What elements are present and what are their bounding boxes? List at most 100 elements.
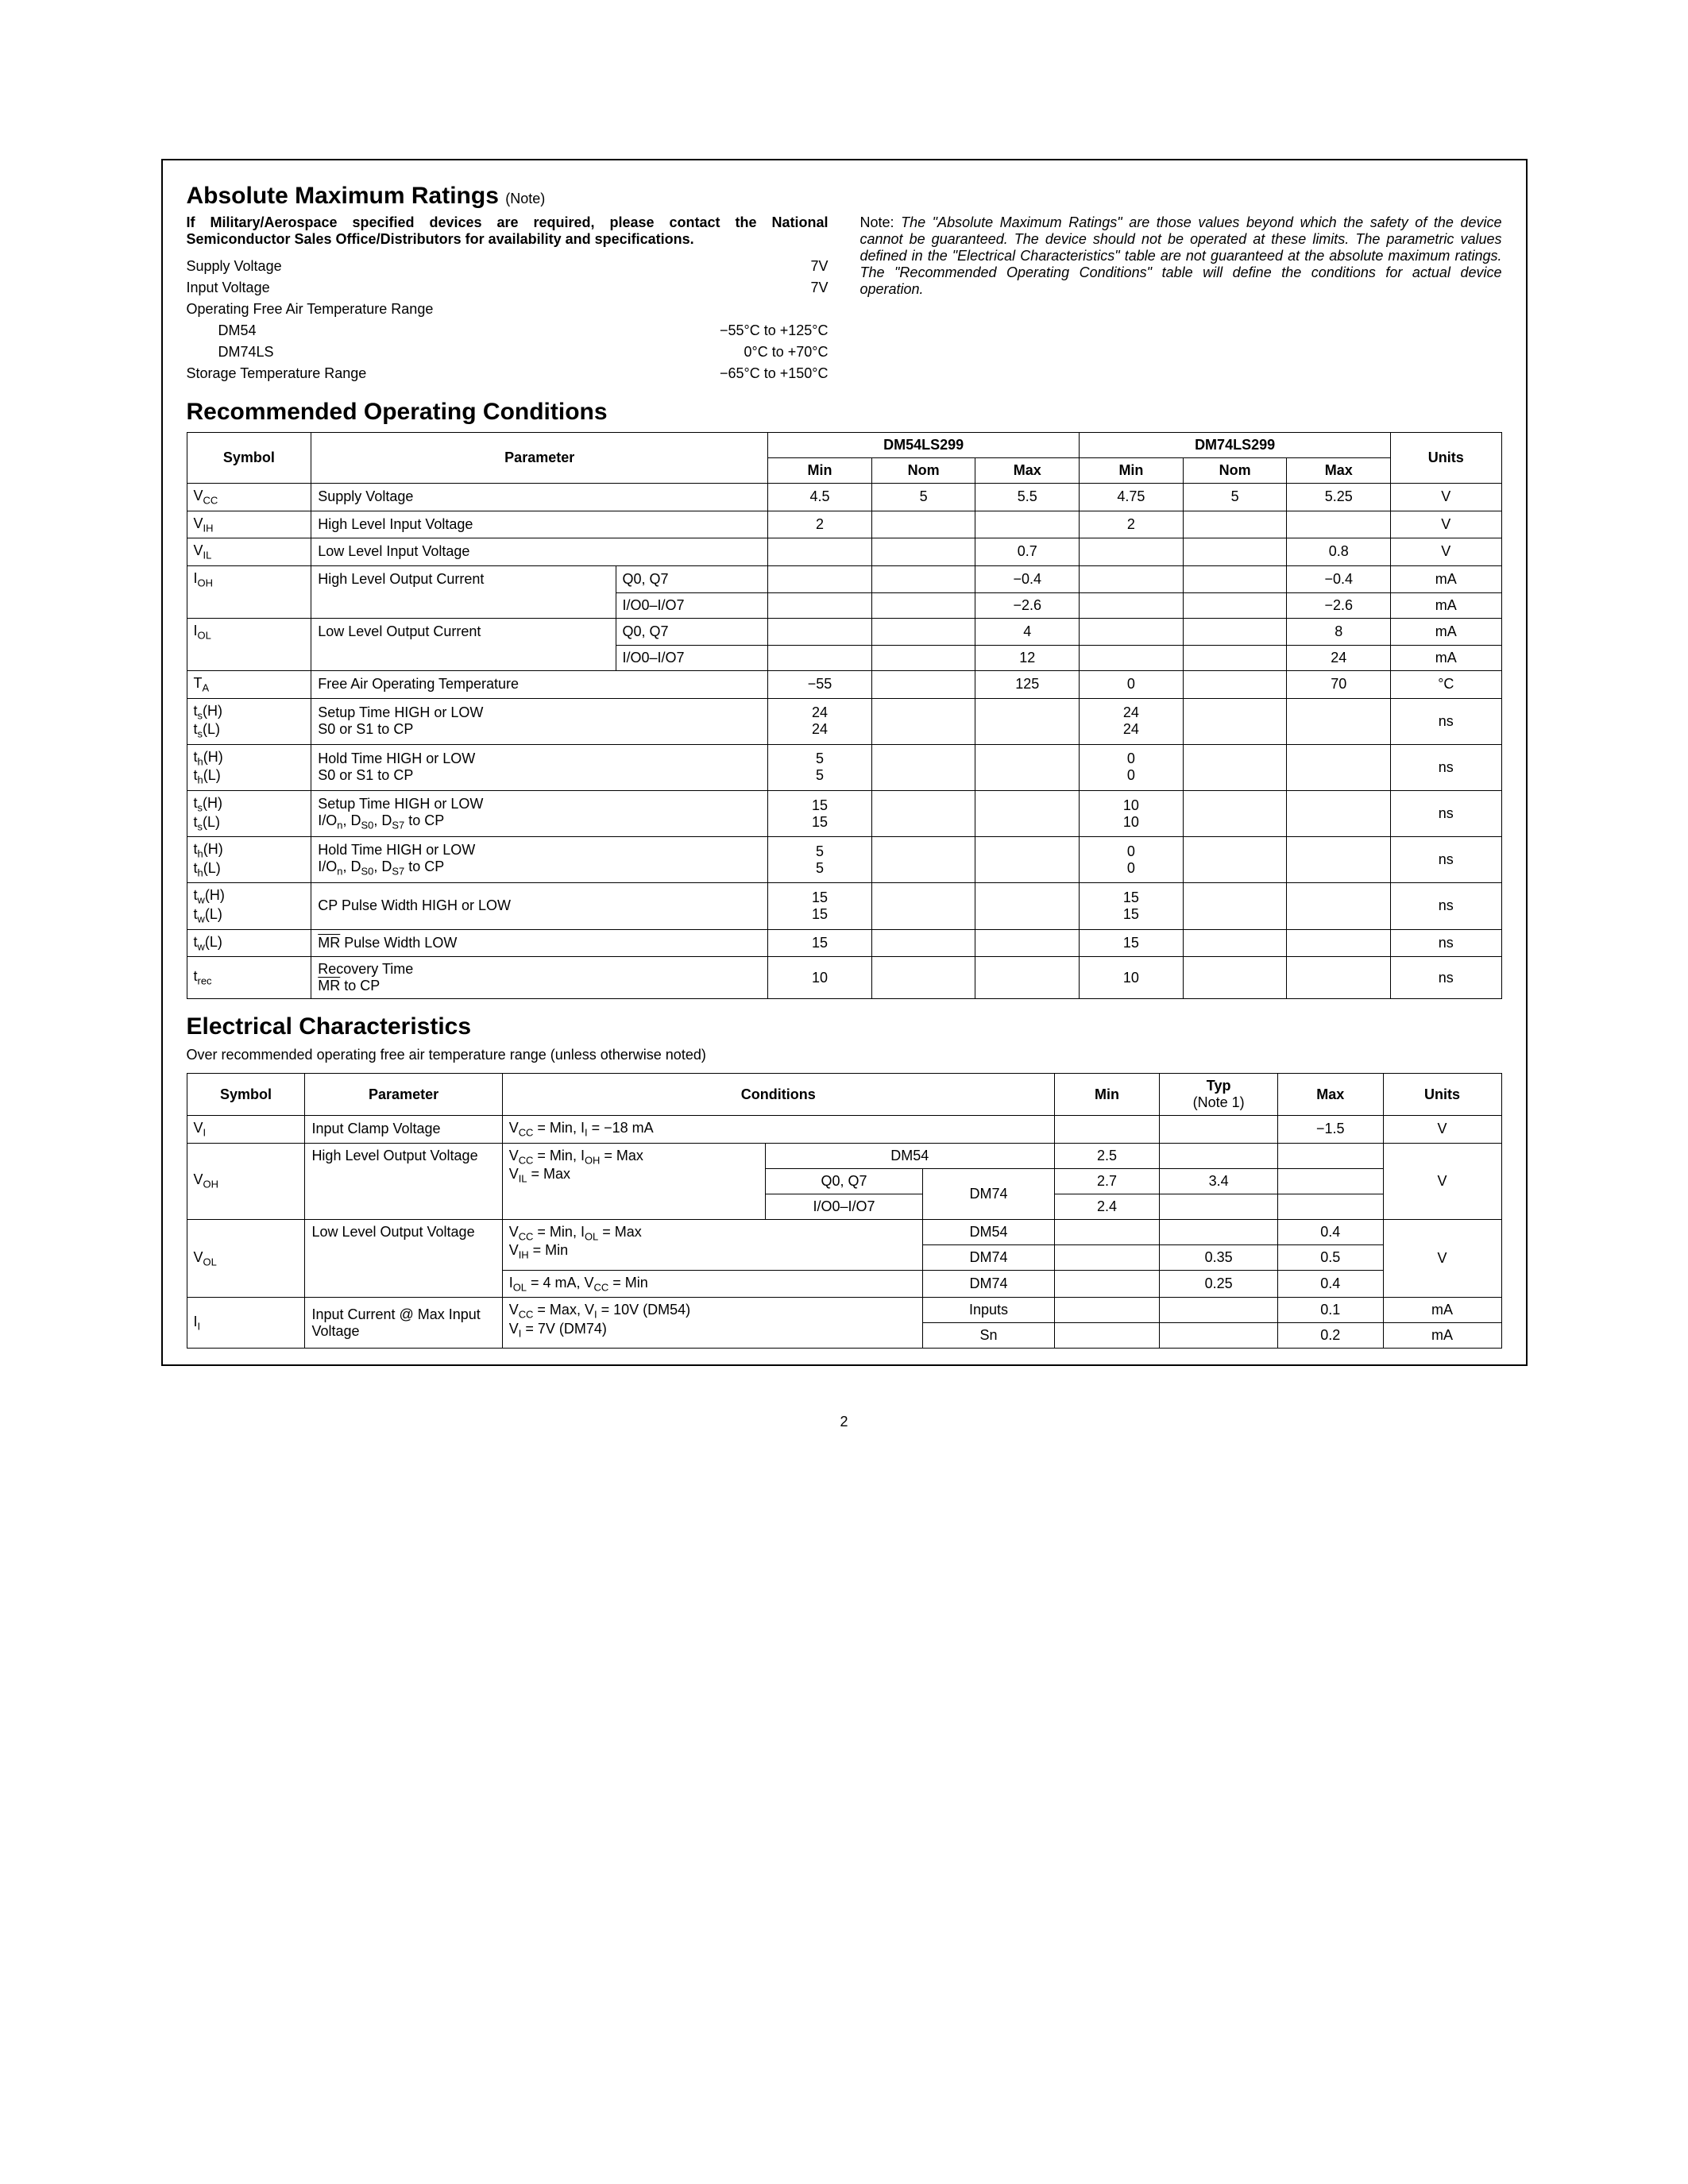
roc-param: Hold Time HIGH or LOWS0 or S1 to CP <box>311 744 768 790</box>
roc-cell: 5.5 <box>975 484 1080 511</box>
ec-thead: Symbol Parameter Conditions Min Typ (Not… <box>187 1074 1501 1116</box>
roc-sym: th(H)th(L) <box>187 837 311 883</box>
amr-row-label: Supply Voltage <box>187 258 282 275</box>
ec-units: V <box>1383 1143 1501 1219</box>
table-row: I/O0–I/O7 12 24 mA <box>187 645 1501 670</box>
roc-cell: 4.5 <box>768 484 872 511</box>
roc-units: ns <box>1391 883 1501 929</box>
roc-sym: th(H)th(L) <box>187 744 311 790</box>
roc-param: Recovery TimeMR to CP <box>311 957 768 999</box>
ec-cell: 0.2 <box>1278 1323 1383 1349</box>
amr-temp-row: DM54 −55°C to +125°C <box>187 320 829 341</box>
table-row: trec Recovery TimeMR to CP 10 10 ns <box>187 957 1501 999</box>
amr-row-value: 7V <box>810 280 828 296</box>
roc-cell: −0.4 <box>975 565 1080 592</box>
roc-cell: 0 <box>1080 670 1184 698</box>
ec-param: High Level Output Voltage <box>305 1143 502 1219</box>
ec-cond: VCC = Max, VI = 10V (DM54)VI = 7V (DM74) <box>502 1298 923 1349</box>
table-row: TA Free Air Operating Temperature −55 12… <box>187 670 1501 698</box>
amr-temp-value: −55°C to +125°C <box>720 322 829 339</box>
roc-cell: −55 <box>768 670 872 698</box>
ec-th-typ-label: Typ <box>1207 1078 1231 1094</box>
amr-heading: Absolute Maximum Ratings (Note) <box>187 183 1502 210</box>
roc-cell: −2.6 <box>975 592 1080 618</box>
roc-cell: 55 <box>768 837 872 883</box>
ec-th-typ: Typ (Note 1) <box>1160 1074 1278 1116</box>
ec-th-parameter: Parameter <box>305 1074 502 1116</box>
ec-sym: VOH <box>187 1143 305 1219</box>
roc-units: ns <box>1391 698 1501 744</box>
amr-side-note: The "Absolute Maximum Ratings" are those… <box>860 214 1502 297</box>
ec-part: DM54 <box>765 1143 1054 1168</box>
ec-cell: 0.25 <box>1160 1270 1278 1298</box>
amr-side-note-prefix: Note: <box>860 214 894 230</box>
roc-thead: Symbol Parameter DM54LS299 DM74LS299 Uni… <box>187 433 1501 484</box>
table-row: th(H)th(L) Hold Time HIGH or LOWS0 or S1… <box>187 744 1501 790</box>
roc-sym: VIH <box>187 511 311 538</box>
roc-units: °C <box>1391 670 1501 698</box>
ec-sym: VOL <box>187 1219 305 1298</box>
roc-units: ns <box>1391 790 1501 836</box>
roc-th-min: Min <box>768 458 872 484</box>
amr-row: Supply Voltage 7V <box>187 256 829 277</box>
roc-param: CP Pulse Width HIGH or LOW <box>311 883 768 929</box>
table-row: tw(L) MR Pulse Width LOW 15 15 ns <box>187 929 1501 957</box>
roc-units: ns <box>1391 957 1501 999</box>
amr-row-label: Input Voltage <box>187 280 270 296</box>
amr-right-col: Note: The "Absolute Maximum Ratings" are… <box>860 214 1502 384</box>
amr-temp-value: 0°C to +70°C <box>744 344 829 361</box>
page-number: 2 <box>0 1414 1688 1430</box>
roc-subcond: I/O0–I/O7 <box>616 645 768 670</box>
roc-sym: ts(H)ts(L) <box>187 698 311 744</box>
roc-th-part1: DM54LS299 <box>768 433 1080 458</box>
ec-part: DM74 <box>923 1244 1055 1270</box>
ec-sym: II <box>187 1298 305 1349</box>
roc-cell: 1515 <box>768 883 872 929</box>
ec-cell: 0.35 <box>1160 1244 1278 1270</box>
ec-table: Symbol Parameter Conditions Min Typ (Not… <box>187 1073 1502 1349</box>
roc-cell: 1515 <box>1080 883 1184 929</box>
amr-military-note: If Military/Aerospace specified devices … <box>187 214 829 248</box>
roc-cell: 5 <box>871 484 975 511</box>
ec-th-units: Units <box>1383 1074 1501 1116</box>
roc-units: mA <box>1391 645 1501 670</box>
amr-temp-heading-row: Operating Free Air Temperature Range <box>187 299 829 320</box>
roc-cell: 4.75 <box>1080 484 1184 511</box>
table-row: VIH High Level Input Voltage 2 2 V <box>187 511 1501 538</box>
ec-cell: 2.4 <box>1054 1194 1159 1219</box>
roc-units: ns <box>1391 929 1501 957</box>
roc-table: Symbol Parameter DM54LS299 DM74LS299 Uni… <box>187 432 1502 999</box>
roc-param: High Level Output Current <box>311 565 616 592</box>
ec-cell: 0.5 <box>1278 1244 1383 1270</box>
ec-th-symbol: Symbol <box>187 1074 305 1116</box>
ec-th-conditions: Conditions <box>502 1074 1054 1116</box>
ec-cell: 0.1 <box>1278 1298 1383 1323</box>
roc-param: Low Level Input Voltage <box>311 538 768 566</box>
roc-units: V <box>1391 484 1501 511</box>
table-row: ts(H)ts(L) Setup Time HIGH or LOWS0 or S… <box>187 698 1501 744</box>
amr-heading-note: (Note) <box>505 191 545 206</box>
roc-param: Low Level Output Current <box>311 618 616 645</box>
roc-param: Supply Voltage <box>311 484 768 511</box>
table-row: IOL Low Level Output Current Q0, Q7 4 8 … <box>187 618 1501 645</box>
roc-cell: 0.7 <box>975 538 1080 566</box>
amr-row-value: 7V <box>810 258 828 275</box>
roc-sym: IOL <box>187 618 311 645</box>
table-row: VOL Low Level Output Voltage VCC = Min, … <box>187 1219 1501 1244</box>
table-row: IOH High Level Output Current Q0, Q7 −0.… <box>187 565 1501 592</box>
table-row: I/O0–I/O7 −2.6 −2.6 mA <box>187 592 1501 618</box>
amr-storage-row: Storage Temperature Range −65°C to +150°… <box>187 363 829 384</box>
ec-subhead: Over recommended operating free air temp… <box>187 1047 1502 1063</box>
amr-left-col: If Military/Aerospace specified devices … <box>187 214 829 384</box>
roc-cell: 0.8 <box>1287 538 1391 566</box>
table-row: tw(H)tw(L) CP Pulse Width HIGH or LOW 15… <box>187 883 1501 929</box>
roc-subcond: Q0, Q7 <box>616 618 768 645</box>
ec-units: mA <box>1383 1323 1501 1349</box>
ec-subcond: I/O0–I/O7 <box>765 1194 923 1219</box>
roc-cell: 15 <box>1080 929 1184 957</box>
roc-cell: 2 <box>768 511 872 538</box>
ec-cond: VCC = Min, II = −18 mA <box>502 1116 1054 1144</box>
roc-cell: −2.6 <box>1287 592 1391 618</box>
roc-cell: −0.4 <box>1287 565 1391 592</box>
roc-th-parameter: Parameter <box>311 433 768 484</box>
